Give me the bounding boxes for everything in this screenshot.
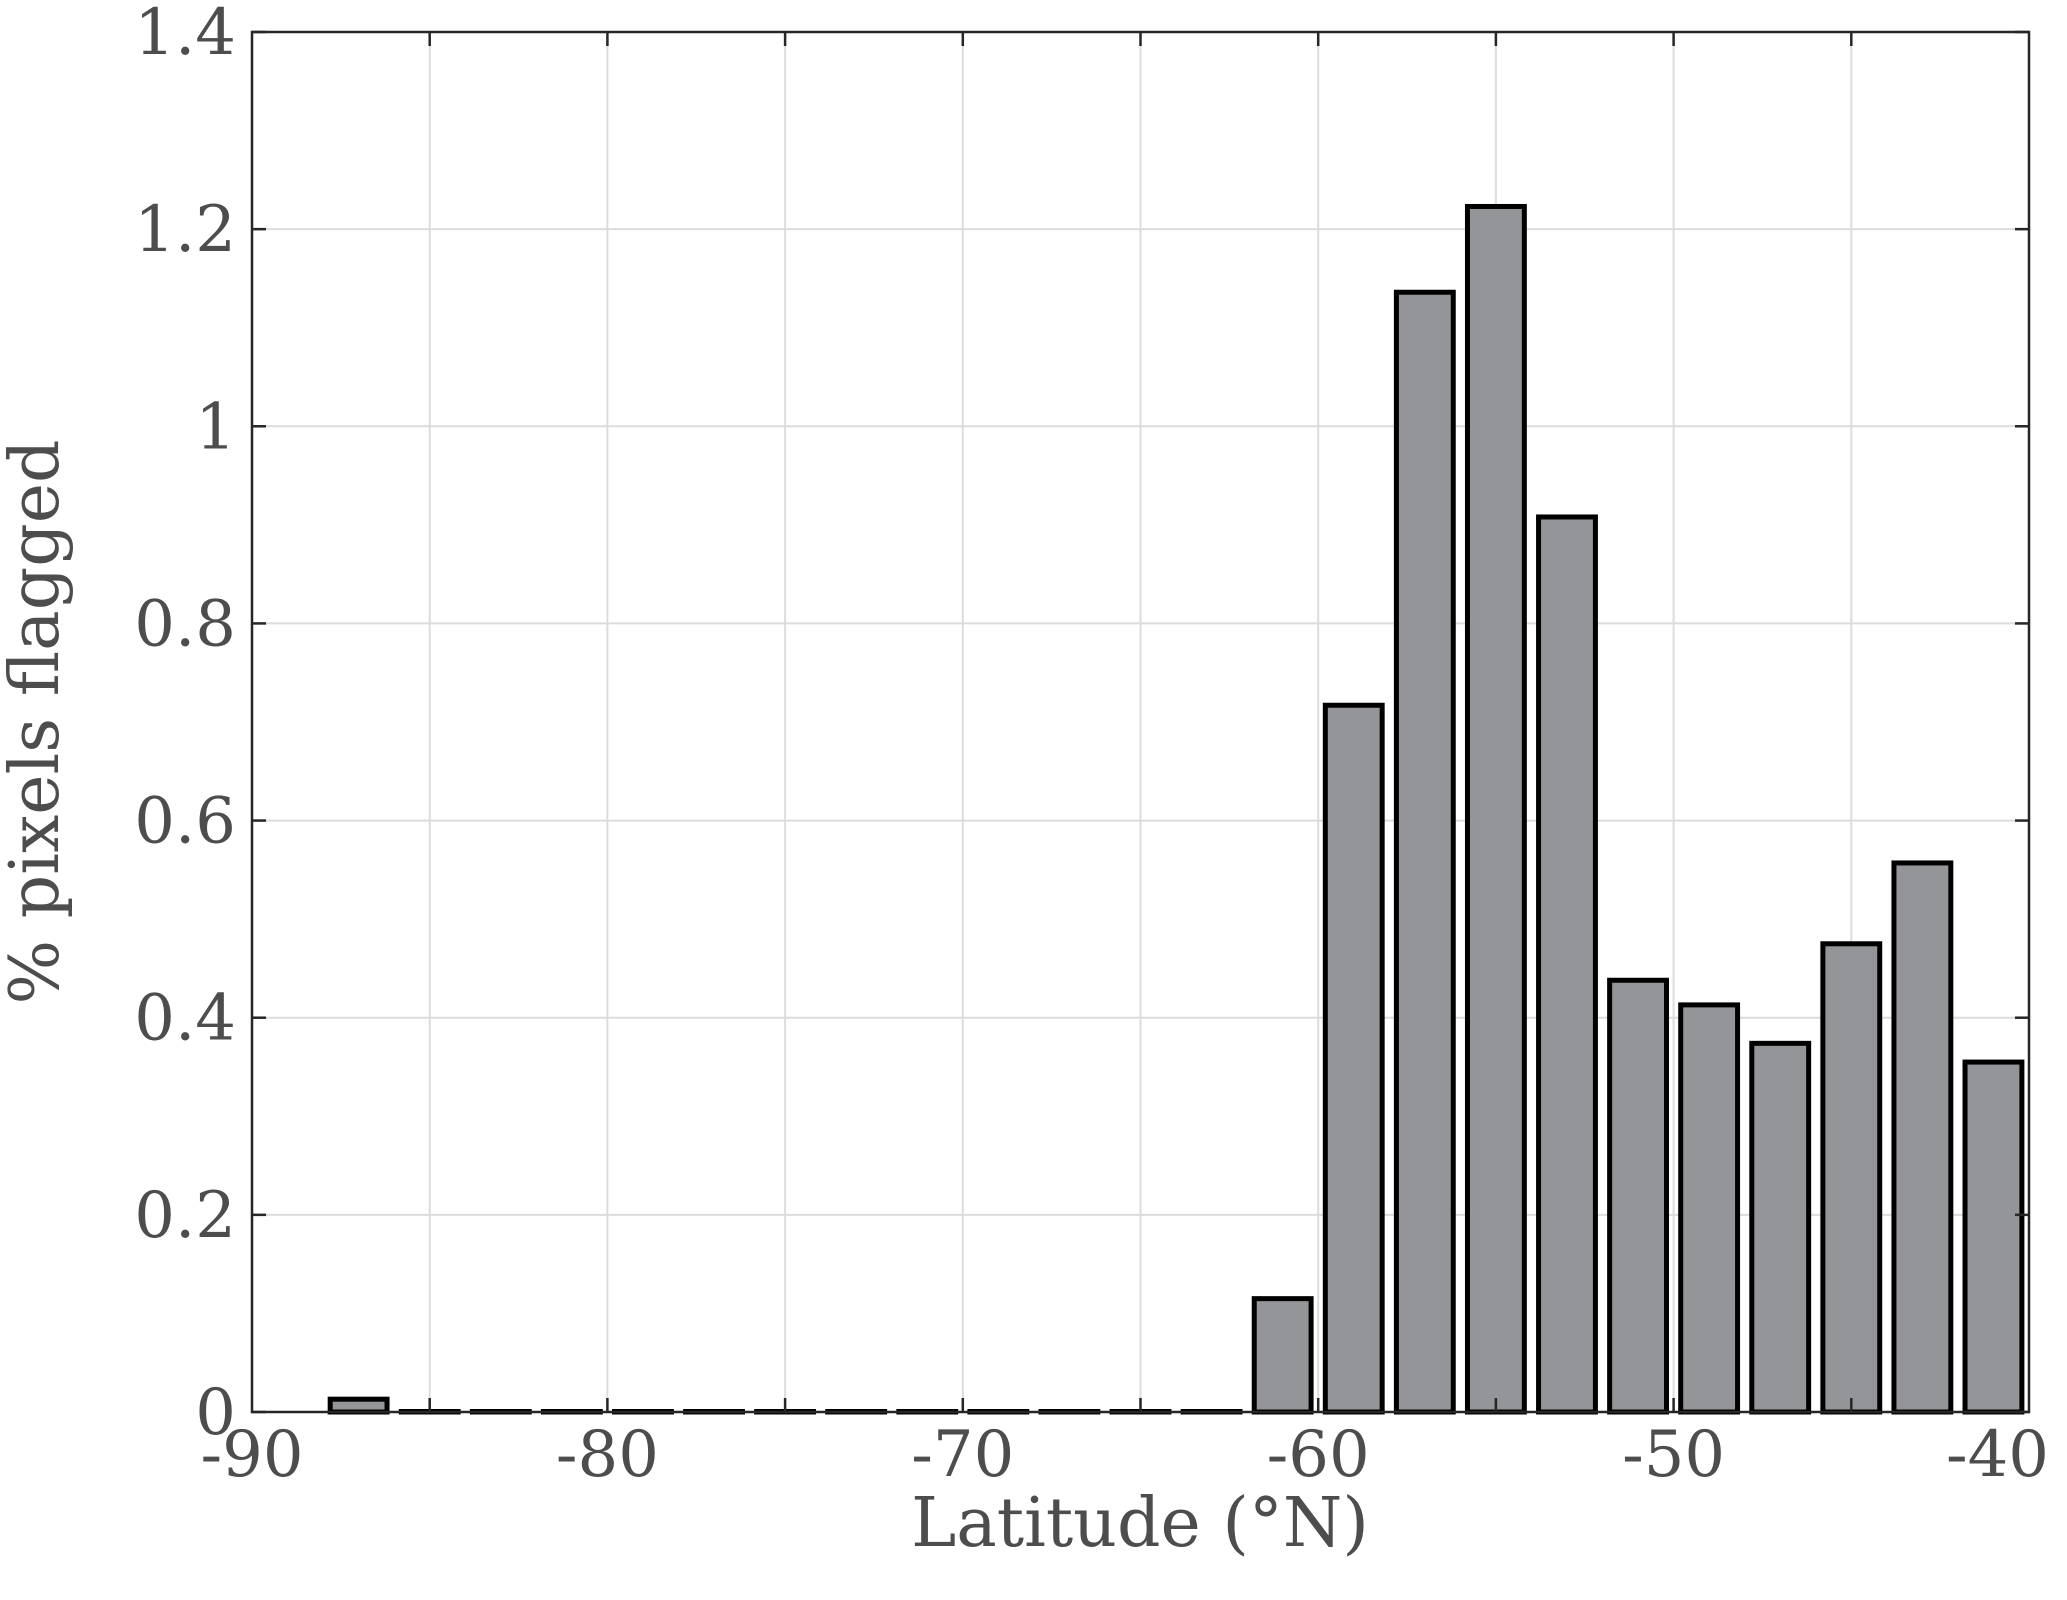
bars [327,203,2025,1415]
y-axis-title: % pixels flagged [0,439,75,1004]
y-tick-label: 0.4 [134,982,236,1056]
axis-ticks [252,30,2029,1414]
x-tick-label: -60 [1267,1418,1370,1492]
histogram-bar [1536,514,1598,1415]
y-tick-label: 1.4 [134,0,236,70]
y-tick-label: 0.8 [134,587,236,661]
histogram-bar [1464,203,1527,1415]
y-tick-labels: 0 0.2 0.4 0.6 0.8 1 1.2 1.4 [134,0,236,1450]
y-tick-label: 1.2 [134,193,236,267]
x-tick-label: -80 [556,1418,659,1492]
histogram-bar [1749,1040,1812,1415]
histogram-bar [1891,860,1954,1415]
histogram-bar [1393,289,1456,1415]
x-tick-label: -90 [200,1418,303,1492]
gridlines [252,32,2029,1412]
histogram-bar [1820,941,1883,1415]
histogram-bar [327,1396,390,1415]
histogram-bar [1322,702,1385,1415]
y-tick-label: 0 [195,1376,236,1450]
x-axis-title: Latitude (°N) [911,1484,1369,1563]
y-tick-label: 0.2 [134,1179,236,1253]
histogram-bar [1678,1002,1741,1415]
x-tick-label: -40 [1946,1418,2049,1492]
histogram-bar [1962,1059,2025,1415]
y-tick-label: 1 [195,390,236,464]
y-tick-label: 0.6 [134,785,236,859]
histogram-bar [1251,1296,1314,1415]
x-tick-labels: -90 -80 -70 -60 -50 -40 [200,1418,2049,1492]
x-tick-label: -50 [1622,1418,1725,1492]
histogram-bar [1607,977,1669,1415]
x-tick-label: -70 [911,1418,1014,1492]
